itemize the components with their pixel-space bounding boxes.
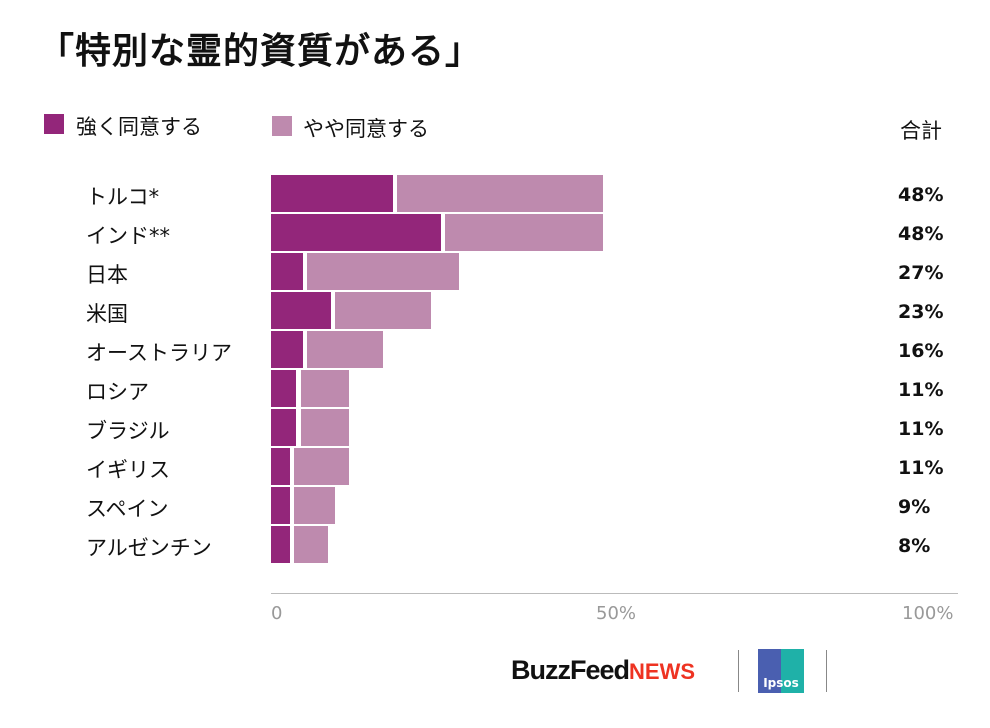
buzzfeed-news-logo: BuzzFeedNEWS xyxy=(511,655,696,685)
total-label: 11% xyxy=(898,418,944,440)
legend-swatch-somewhat xyxy=(272,116,292,136)
bar-strong xyxy=(271,292,331,329)
bar-somewhat xyxy=(300,370,349,407)
bar-somewhat xyxy=(293,526,328,563)
bar-somewhat xyxy=(444,214,603,251)
bar-strong xyxy=(271,253,304,290)
category-label: イギリス xyxy=(86,458,170,482)
category-label: トルコ* xyxy=(86,185,160,209)
bar-strong xyxy=(271,214,441,251)
x-tick: 50% xyxy=(596,603,637,624)
total-label: 11% xyxy=(898,379,944,401)
bar-somewhat xyxy=(396,175,603,212)
bar-somewhat xyxy=(334,292,432,329)
bar-strong xyxy=(271,448,290,485)
bar-strong xyxy=(271,409,297,446)
legend-label-somewhat: やや同意する xyxy=(303,117,429,141)
total-label: 9% xyxy=(898,496,931,518)
category-label: 日本 xyxy=(86,263,128,287)
divider xyxy=(826,650,827,692)
category-label: インド** xyxy=(86,224,170,248)
chart-title: 「特別な霊的資質がある」 xyxy=(38,31,483,72)
bar-somewhat xyxy=(293,487,335,524)
legend-swatch-strong xyxy=(44,114,64,134)
bar-strong xyxy=(271,175,393,212)
total-label: 11% xyxy=(898,457,944,479)
bar-strong xyxy=(271,526,290,563)
x-axis xyxy=(271,593,958,594)
x-tick: 0 xyxy=(271,603,283,624)
total-label: 48% xyxy=(898,223,944,245)
divider xyxy=(738,650,739,692)
ipsos-logo: Ipsos xyxy=(758,649,804,693)
bar-somewhat xyxy=(307,253,459,290)
category-label: ロシア xyxy=(86,380,149,404)
total-label: 23% xyxy=(898,301,944,323)
total-label: 48% xyxy=(898,184,944,206)
category-label: ブラジル xyxy=(86,419,170,443)
total-label: 16% xyxy=(898,340,944,362)
category-label: 米国 xyxy=(86,302,128,326)
total-label: 27% xyxy=(898,262,944,284)
bar-somewhat xyxy=(300,409,349,446)
bar-strong xyxy=(271,331,304,368)
category-label: アルゼンチン xyxy=(86,536,212,560)
total-label: 8% xyxy=(898,535,931,557)
bar-strong xyxy=(271,370,297,407)
bar-somewhat xyxy=(293,448,349,485)
bar-strong xyxy=(271,487,290,524)
legend-label-strong: 強く同意する xyxy=(76,115,202,139)
x-tick: 100% xyxy=(902,603,954,624)
bar-somewhat xyxy=(307,331,383,368)
category-label: スペイン xyxy=(86,497,169,521)
totals-header: 合計 xyxy=(900,119,942,143)
category-label: オーストラリア xyxy=(86,341,232,365)
